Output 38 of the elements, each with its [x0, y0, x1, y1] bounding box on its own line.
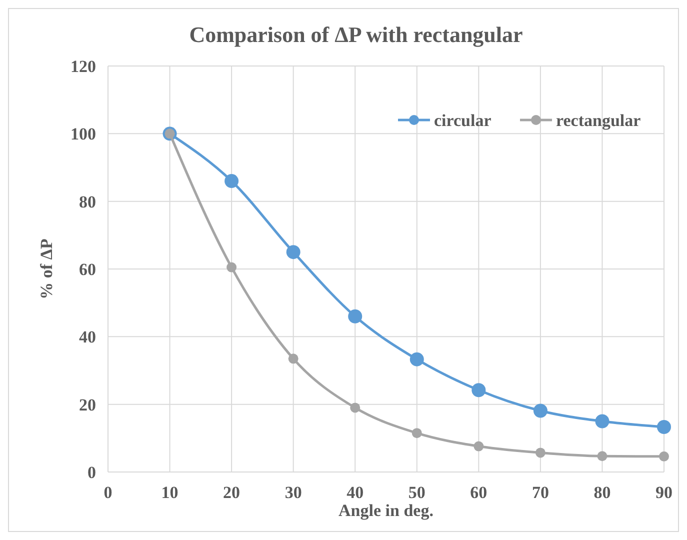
point [288, 354, 298, 364]
chart-title: Comparison of ΔP with rectangular [189, 22, 524, 47]
point [410, 352, 424, 366]
x-tick-label: 90 [656, 483, 672, 502]
x-tick-label: 60 [470, 483, 488, 502]
y-tick-label: 100 [70, 124, 96, 144]
y-tick-label: 0 [88, 462, 96, 482]
point [474, 441, 484, 452]
x-tick-label: 40 [346, 483, 364, 502]
point [535, 448, 546, 458]
point [657, 420, 671, 434]
point [224, 174, 239, 188]
y-tick-label: 40 [79, 328, 96, 347]
point [597, 451, 608, 462]
y-tick-label: 80 [79, 192, 96, 212]
point [286, 245, 300, 260]
x-tick-label: 20 [223, 483, 240, 502]
point [659, 451, 669, 462]
x-axis-title: Angle in deg. [338, 501, 434, 520]
point [350, 402, 360, 413]
legend-label: circular [434, 110, 492, 130]
point [472, 383, 486, 398]
y-tick-label: 60 [79, 260, 96, 279]
y-tick-label: 120 [70, 56, 96, 76]
point [595, 414, 610, 428]
x-tick-label: 80 [594, 483, 611, 502]
point [412, 428, 422, 438]
y-tick-label: 20 [79, 395, 96, 414]
x-tick-label: 10 [161, 483, 178, 502]
legend-label: rectangular [556, 110, 642, 130]
x-tick-label: 50 [408, 483, 426, 502]
point [226, 262, 237, 272]
point [533, 404, 548, 418]
y-axis-title: % of ΔP [37, 238, 56, 300]
point [348, 309, 362, 324]
x-tick-label: 70 [532, 483, 549, 502]
x-tick-label: 30 [284, 483, 302, 502]
x-tick-label: 0 [104, 483, 112, 502]
